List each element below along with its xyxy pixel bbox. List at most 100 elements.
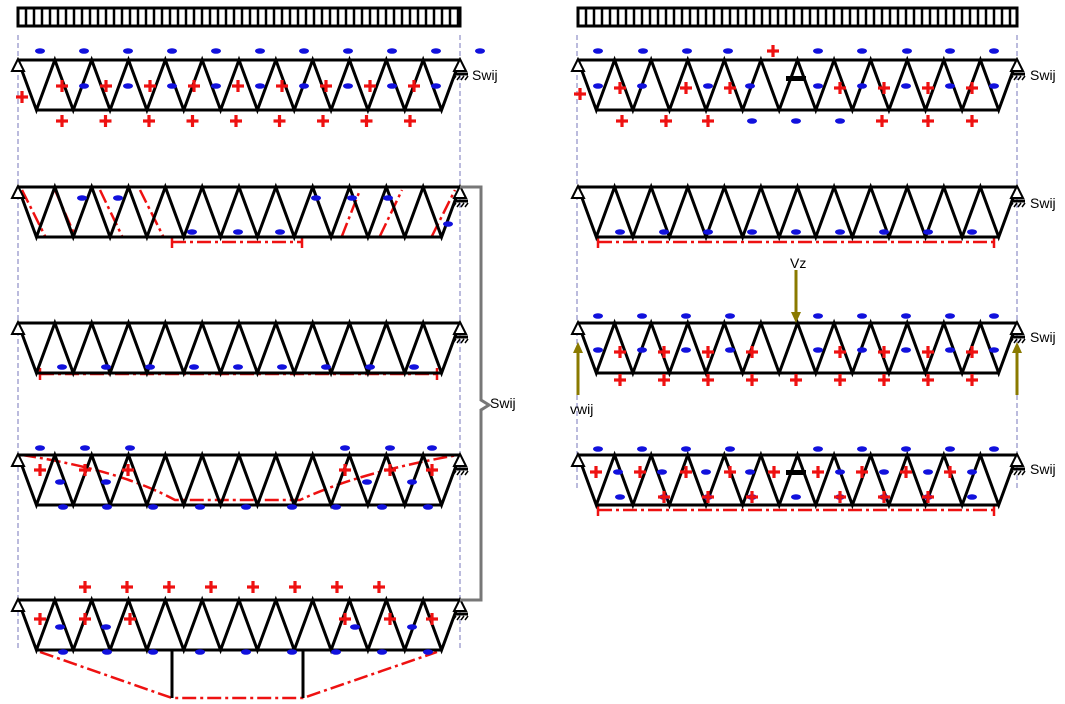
- minus-sign-icon: [989, 446, 999, 452]
- minus-sign-icon: [167, 83, 177, 89]
- minus-sign-icon: [233, 229, 243, 235]
- roller-support-icon: [452, 319, 469, 344]
- minus-sign-icon: [593, 347, 603, 353]
- minus-sign-icon: [287, 649, 297, 655]
- minus-sign-icon: [681, 347, 691, 353]
- plus-sign-icon: [702, 115, 714, 127]
- minus-sign-icon: [347, 195, 357, 201]
- minus-sign-icon: [593, 48, 603, 54]
- plus-sign-icon: [163, 581, 175, 593]
- plus-sign-icon: [922, 82, 934, 94]
- plus-sign-icon: [966, 374, 978, 386]
- roller-support-icon: [452, 183, 469, 208]
- plus-sign-icon: [634, 466, 646, 478]
- roller-support-icon: [452, 596, 469, 621]
- minus-sign-icon: [113, 195, 123, 201]
- plus-sign-icon: [966, 115, 978, 127]
- minus-sign-icon: [125, 445, 135, 451]
- plus-sign-icon: [16, 91, 28, 103]
- minus-sign-icon: [55, 479, 65, 485]
- minus-sign-icon: [387, 83, 397, 89]
- minus-sign-icon: [901, 83, 911, 89]
- minus-sign-icon: [77, 195, 87, 201]
- minus-sign-icon: [343, 83, 353, 89]
- minus-sign-icon: [365, 364, 375, 370]
- plus-sign-icon: [922, 346, 934, 358]
- minus-sign-icon: [945, 48, 955, 54]
- vwij-label: vwij: [570, 401, 593, 417]
- minus-sign-icon: [657, 469, 667, 475]
- plus-sign-icon: [276, 80, 288, 92]
- minus-sign-icon: [407, 479, 417, 485]
- minus-sign-icon: [331, 649, 341, 655]
- minus-sign-icon: [80, 445, 90, 451]
- pin-support-icon: [10, 183, 26, 199]
- minus-sign-icon: [745, 83, 755, 89]
- supports: [10, 56, 1026, 621]
- minus-sign-icon: [423, 504, 433, 510]
- brace-label: Swij: [490, 395, 516, 411]
- plus-sign-icon: [746, 374, 758, 386]
- plus-sign-icon: [790, 374, 802, 386]
- plus-sign-icon: [186, 115, 199, 127]
- plus-sign-icon: [230, 115, 242, 127]
- plus-sign-icon: [373, 581, 385, 593]
- force-arrows: [573, 270, 1022, 395]
- minus-sign-icon: [195, 649, 205, 655]
- truss: [576, 450, 1019, 510]
- plus-sign-icon: [878, 491, 890, 503]
- guide-lines: [17, 35, 1018, 650]
- minus-sign-icon: [377, 649, 387, 655]
- minus-sign-icon: [443, 221, 453, 227]
- minus-sign-icon: [311, 195, 321, 201]
- web-members: [576, 55, 1019, 115]
- minus-sign-icon: [340, 445, 350, 451]
- minus-sign-icon: [989, 347, 999, 353]
- plus-sign-icon: [124, 613, 136, 625]
- plus-sign-icon: [121, 581, 133, 593]
- minus-sign-icon: [813, 347, 823, 353]
- minus-sign-icon: [659, 229, 669, 235]
- minus-sign-icon: [967, 229, 977, 235]
- plus-sign-icon: [680, 82, 692, 94]
- minus-sign-icon: [167, 48, 177, 54]
- truss: [576, 55, 1019, 115]
- minus-sign-icon: [681, 313, 691, 319]
- minus-sign-icon: [901, 313, 911, 319]
- minus-sign-icon: [187, 229, 197, 235]
- plus-sign-icon: [79, 464, 91, 476]
- plus-sign-icon: [856, 466, 868, 478]
- minus-sign-icon: [362, 479, 372, 485]
- pin-support-icon: [570, 56, 586, 72]
- minus-sign-icon: [791, 118, 801, 124]
- minus-sign-icon: [902, 48, 912, 54]
- support-label-4: Swij: [1030, 461, 1056, 477]
- minus-sign-icon: [148, 504, 158, 510]
- pin-support-icon: [10, 596, 26, 612]
- web-members: [16, 450, 462, 510]
- plus-sign-icon: [702, 346, 714, 358]
- envelope-line: [21, 453, 459, 502]
- minus-sign-icon: [703, 83, 713, 89]
- pin-support-icon: [570, 319, 586, 335]
- pin-support-icon: [10, 56, 26, 72]
- minus-sign-icon: [857, 446, 867, 452]
- minus-sign-icon: [148, 649, 158, 655]
- plus-sign-icon: [922, 115, 934, 127]
- plus-sign-icon: [660, 115, 672, 127]
- minus-sign-icon: [475, 48, 485, 54]
- minus-sign-icon: [211, 48, 221, 54]
- plus-sign-icon: [746, 346, 758, 358]
- truss: [16, 318, 462, 378]
- vz-label: Vz: [790, 255, 806, 271]
- plus-sign-icon: [331, 581, 343, 593]
- truss: [16, 182, 462, 242]
- brace-line: [460, 185, 492, 602]
- minus-sign-icon: [637, 83, 647, 89]
- minus-sign-icon: [923, 229, 933, 235]
- minus-sign-icon: [58, 649, 68, 655]
- plus-sign-icon: [590, 466, 602, 478]
- minus-sign-icon: [637, 446, 647, 452]
- plus-sign-icon: [724, 82, 736, 94]
